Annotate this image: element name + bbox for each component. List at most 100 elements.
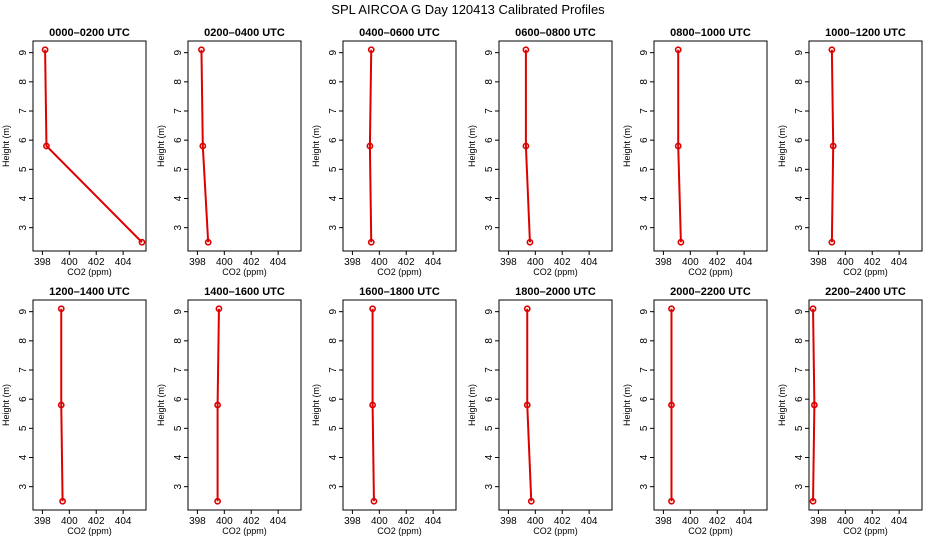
x-tick-label: 398 [34,516,51,527]
y-axis-label: Height (m) [1,125,11,167]
x-axis-label: CO2 (ppm) [222,267,267,277]
panel-title: 2000–2200 UTC [670,286,751,298]
data-point [369,305,376,313]
x-tick-label: 404 [736,257,753,268]
x-tick-label: 404 [425,516,442,527]
y-tick-label: 9 [173,49,184,55]
data-point [41,46,49,54]
x-tick-label: 398 [655,516,672,527]
y-tick-label: 7 [173,367,184,373]
y-tick-label: 5 [794,425,805,431]
y-tick-label: 6 [328,396,339,402]
y-tick-label: 9 [484,49,495,55]
series-line [60,308,64,502]
x-tick-label: 400 [527,516,544,527]
y-tick-label: 9 [794,308,805,314]
y-tick-label: 7 [173,108,184,114]
plot-frame [32,40,147,252]
y-axis-label: Height (m) [777,384,787,426]
x-tick-label: 402 [709,257,726,268]
y-tick-label: 4 [484,195,495,201]
data-point [198,46,205,54]
data-point [668,497,675,505]
y-tick-label: 3 [173,224,184,230]
x-tick-label: 404 [581,257,598,268]
x-tick-label: 398 [344,257,361,268]
y-tick-label: 7 [794,108,805,114]
y-tick-label: 8 [18,79,29,85]
y-tick-label: 6 [328,137,339,143]
series-line [368,49,373,243]
data-point [677,238,685,246]
x-tick-label: 402 [243,516,260,527]
series-line [371,308,375,502]
y-tick-label: 7 [484,367,495,373]
x-tick-label: 404 [270,516,287,527]
data-point [522,46,530,54]
x-axis-label: CO2 (ppm) [222,526,267,536]
y-tick-label: 4 [18,454,29,460]
panel-title: 1000–1200 UTC [825,27,906,39]
x-tick-label: 404 [270,257,287,268]
data-point [523,401,531,409]
plot-frame [653,299,768,511]
y-tick-label: 8 [484,79,495,85]
data-point [57,305,65,313]
panel-1: 0000–0200 UTC 398 400 402 404 3 4 5 6 7 8 9 CO2 (ppm… [1,27,147,277]
panel-2: 0200–0400 UTC 398 400 402 404 3 4 5 6 7 8 9 CO2 (ppm… [156,27,302,277]
x-tick-label: 400 [682,516,699,527]
x-tick-label: 398 [500,257,517,268]
y-tick-label: 9 [794,49,805,55]
panel-title: 0400–0600 UTC [359,27,440,39]
y-tick-label: 4 [328,195,339,201]
x-axis-label: CO2 (ppm) [688,267,733,277]
x-tick-label: 400 [216,516,233,527]
x-axis-label: CO2 (ppm) [533,526,578,536]
x-tick-label: 402 [864,257,881,268]
data-point [204,238,212,246]
panel-11: 2000–2200 UTC 398 400 402 404 3 4 5 6 7 8 9 CO2 (ppm… [622,286,768,536]
y-tick-label: 5 [328,166,339,172]
data-point [57,401,65,409]
x-tick-label: 398 [34,257,51,268]
panel-5: 0800–1000 UTC 398 400 402 404 3 4 5 6 7 8 9 CO2 (ppm… [622,27,768,277]
plot-frame [342,299,457,511]
data-point [527,497,535,505]
plot-frame [808,40,923,252]
series-line [200,49,210,243]
panel-title: 1800–2000 UTC [515,286,596,298]
y-tick-label: 6 [794,396,805,402]
panel-title: 1400–1600 UTC [204,286,285,298]
y-axis-label: Height (m) [156,384,166,426]
x-tick-label: 400 [837,257,854,268]
y-axis-label: Height (m) [622,384,632,426]
data-point [522,142,530,150]
panel-title: 0800–1000 UTC [670,27,751,39]
x-axis-label: CO2 (ppm) [843,267,888,277]
y-tick-label: 4 [639,195,650,201]
data-point [523,305,531,313]
y-tick-label: 8 [173,79,184,85]
panel-3: 0400–0600 UTC 398 400 402 404 3 4 5 6 7 8 9 CO2 (ppm… [311,27,457,277]
x-axis-label: CO2 (ppm) [377,267,422,277]
data-point [199,142,207,150]
panel-8: 1400–1600 UTC 398 400 402 404 3 4 5 6 7 8 9 CO2 (ppm… [156,286,302,536]
x-axis-label: CO2 (ppm) [377,526,422,536]
series-line [812,308,816,502]
panel-9: 1600–1800 UTC 398 400 402 404 3 4 5 6 7 8 9 CO2 (ppm… [311,286,457,536]
x-tick-label: 402 [864,516,881,527]
y-tick-label: 4 [173,454,184,460]
y-axis-label: Height (m) [777,125,787,167]
data-point [809,497,817,505]
panel-title: 2200–2400 UTC [825,286,906,298]
x-tick-label: 404 [581,516,598,527]
data-point [214,401,221,409]
y-tick-label: 3 [328,483,339,489]
y-tick-label: 8 [328,338,339,344]
y-tick-label: 8 [484,338,495,344]
panel-10: 1800–2000 UTC 398 400 402 404 3 4 5 6 7 8 9 CO2 (ppm… [467,286,613,536]
panel-title: 0600–0800 UTC [515,27,596,39]
plot-frame [187,299,302,511]
